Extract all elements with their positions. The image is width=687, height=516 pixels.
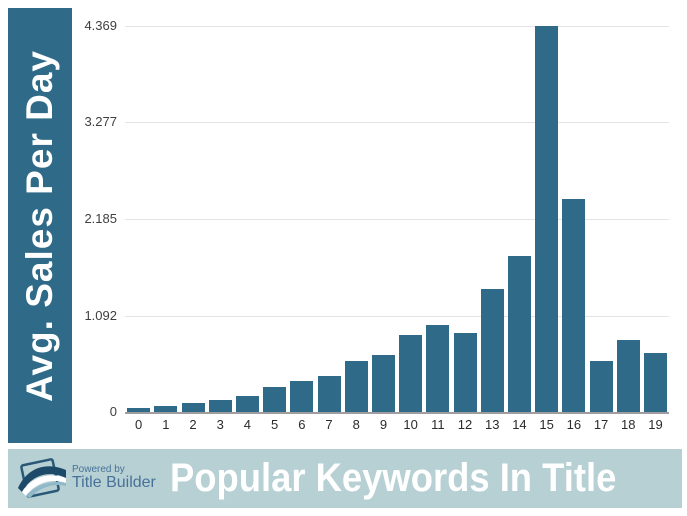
gridline — [125, 315, 669, 317]
bar — [208, 399, 232, 412]
bar-slot — [397, 26, 424, 412]
bar — [317, 375, 341, 412]
bar-slot — [125, 26, 152, 412]
x-tick-label: 11 — [431, 417, 445, 432]
chart-title: Popular Keywords In Title — [169, 456, 617, 500]
x-tick-label: 5 — [271, 417, 279, 432]
bar-slot — [424, 26, 451, 412]
x-tick-label: 2 — [189, 417, 197, 432]
bar — [562, 199, 586, 412]
bar-series — [125, 26, 669, 412]
x-tick-label: 10 — [403, 417, 418, 432]
bar — [235, 396, 259, 412]
bar — [507, 255, 531, 412]
bar — [453, 332, 477, 412]
y-tick-label: 1.092 — [84, 307, 117, 323]
plot-area — [125, 26, 669, 414]
x-tick-label: 16 — [566, 417, 582, 432]
bar-slot — [642, 26, 669, 412]
x-tick-label: 19 — [648, 417, 663, 432]
x-tick-label: 1 — [162, 417, 170, 432]
bar — [290, 381, 314, 412]
bar — [371, 354, 395, 412]
x-tick-label: 15 — [539, 417, 554, 432]
x-tick-label: 18 — [621, 417, 636, 432]
x-tick-label: 12 — [457, 417, 473, 432]
bar-slot — [533, 26, 560, 412]
bar-slot — [288, 26, 315, 412]
bar — [426, 325, 450, 412]
x-tick-label: 9 — [379, 417, 388, 432]
bar-slot — [506, 26, 533, 412]
x-tick-label: 3 — [216, 417, 224, 432]
bar — [643, 352, 667, 412]
x-tick-label: 4 — [243, 417, 252, 432]
gridline — [125, 218, 669, 220]
bar-slot — [479, 26, 506, 412]
bar — [589, 360, 613, 412]
x-tick-label: 8 — [352, 417, 360, 432]
bar-slot — [370, 26, 397, 412]
bar — [616, 339, 640, 412]
gridline — [125, 26, 669, 27]
brand-logo-block: Powered by Title Builder — [14, 455, 156, 503]
x-tick-label: 14 — [512, 417, 527, 432]
bar — [535, 26, 559, 412]
footer-banner: Powered by Title Builder Popular Keyword… — [8, 449, 682, 508]
book-logo-icon — [18, 457, 66, 498]
bar — [263, 387, 287, 412]
bar — [181, 403, 205, 412]
bar — [154, 405, 178, 412]
y-axis-title-band: Avg. Sales Per Day — [8, 8, 72, 443]
powered-by-label: Powered by — [72, 463, 125, 475]
bar — [399, 335, 423, 412]
bar-slot — [451, 26, 478, 412]
brand-name: Title Builder — [72, 474, 156, 492]
bar-slot — [343, 26, 370, 412]
x-tick-label: 13 — [485, 417, 500, 432]
x-tick-label: 17 — [593, 417, 609, 432]
bar-slot — [587, 26, 614, 412]
bar — [344, 360, 368, 412]
bar-slot — [207, 26, 234, 412]
bar-slot — [560, 26, 587, 412]
x-tick-label: 0 — [134, 417, 143, 432]
gridline — [125, 122, 669, 124]
x-tick-label: 6 — [298, 417, 306, 432]
y-tick-label: 3.277 — [84, 114, 117, 130]
y-tick-label: 2.185 — [84, 210, 117, 226]
bar — [480, 289, 504, 412]
y-tick-label: 4.369 — [84, 18, 117, 33]
y-tick-label: 0 — [109, 404, 117, 419]
bar — [127, 407, 151, 412]
bar-slot — [179, 26, 206, 412]
x-tick-label: 7 — [325, 417, 333, 432]
x-axis-labels: 0 1 2 3 4 5 6 7 8 9 10 11 12 13 14 15 16 17 18 19 — [125, 417, 669, 432]
brand-text: Powered by Title Builder — [72, 463, 156, 492]
bar-slot — [615, 26, 642, 412]
bar-slot — [315, 26, 342, 412]
bar-slot — [234, 26, 261, 412]
bar-slot — [152, 26, 179, 412]
bar-slot — [261, 26, 288, 412]
